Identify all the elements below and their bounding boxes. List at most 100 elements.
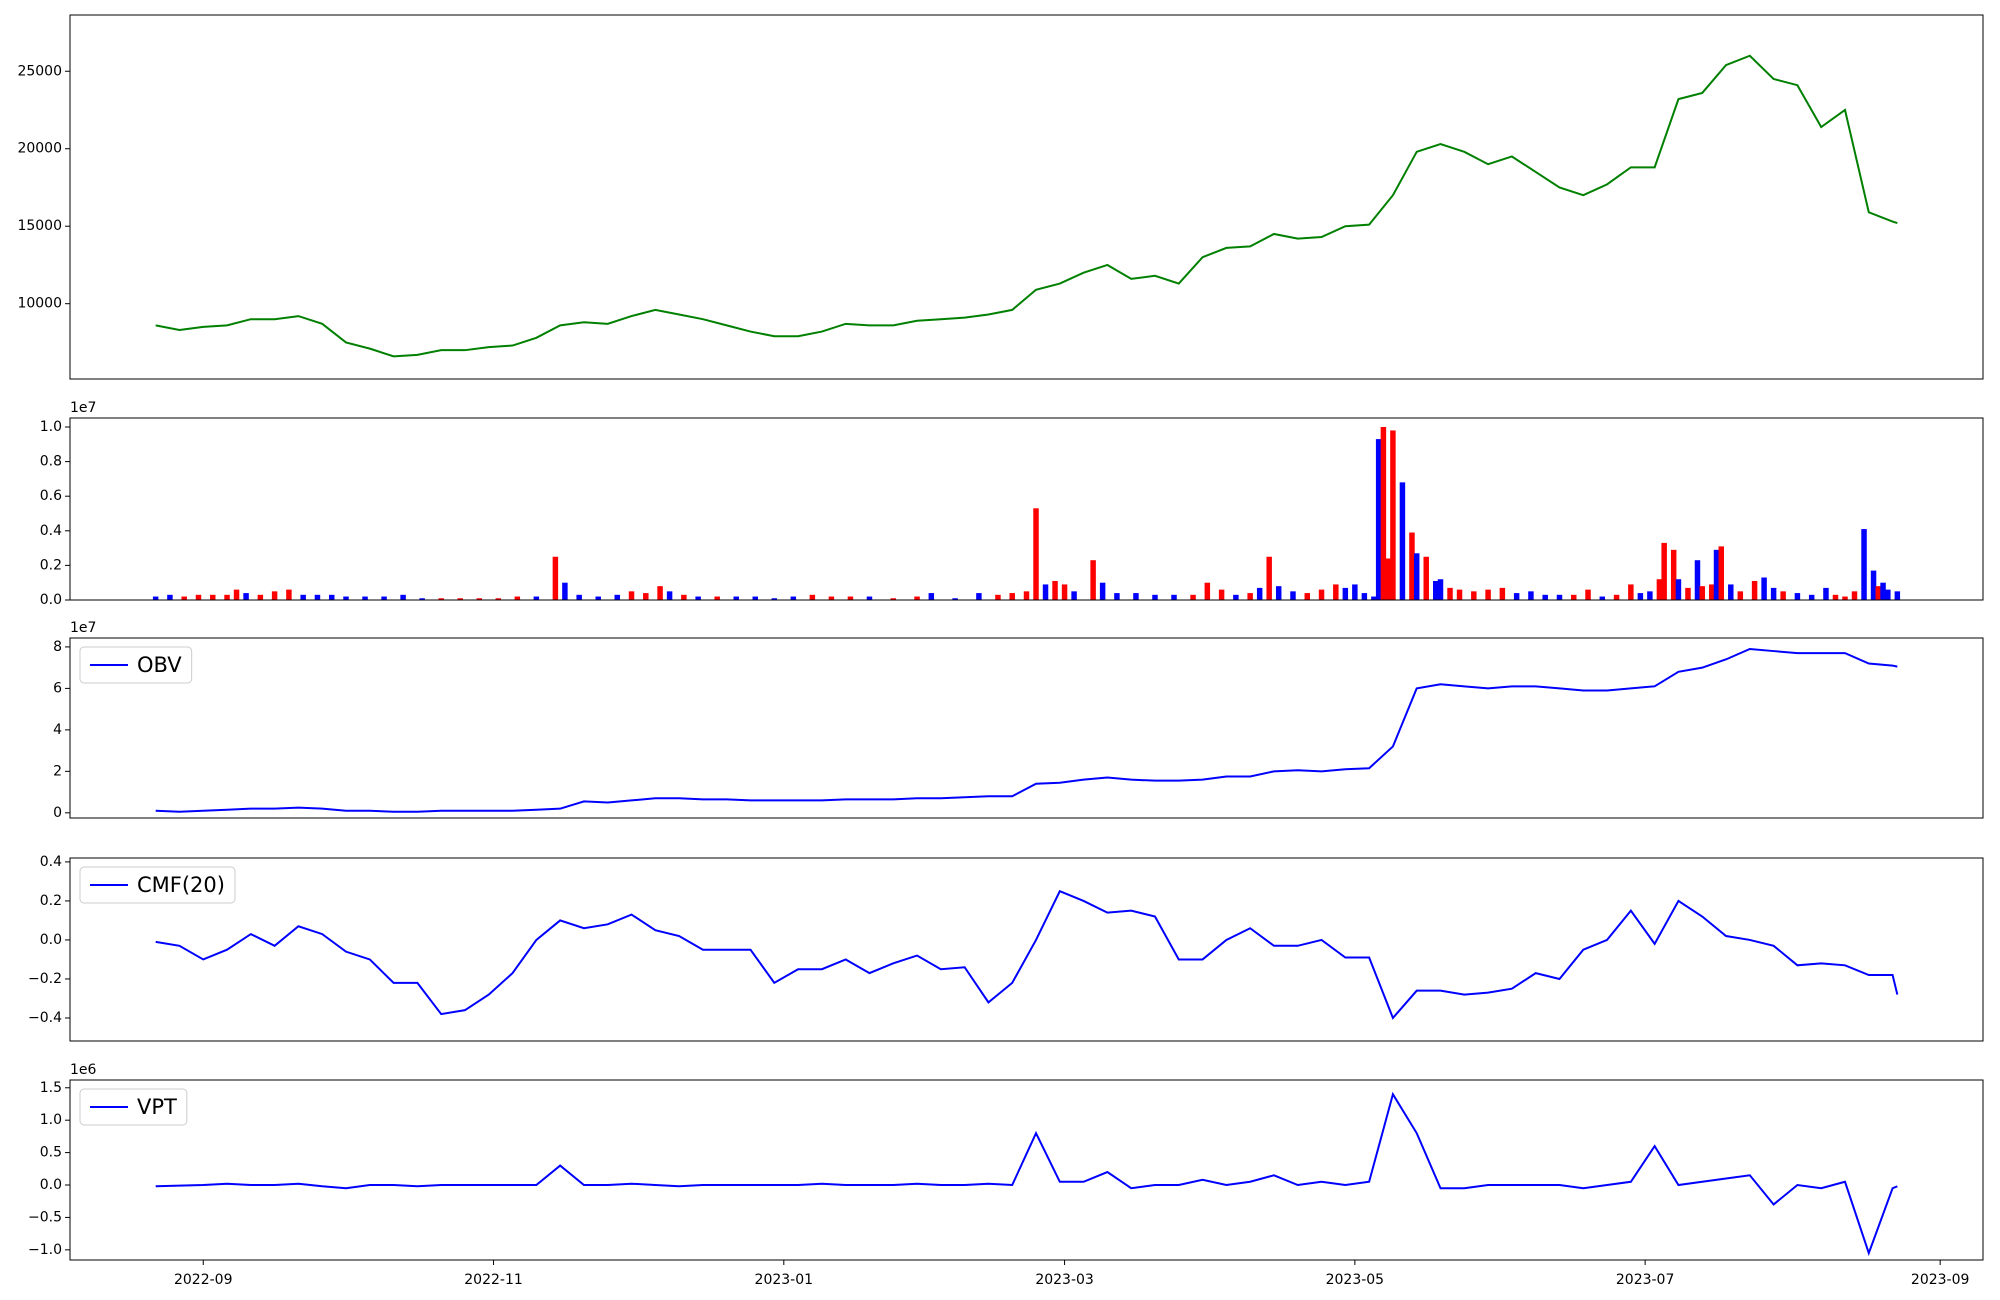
volume-bar xyxy=(1114,593,1120,600)
volume-bar xyxy=(271,591,278,600)
volume-bar xyxy=(1275,586,1282,600)
y-tick-label: 1.5 xyxy=(40,1080,62,1096)
volume-bar xyxy=(1571,594,1577,600)
y-tick-label: 2 xyxy=(53,763,62,779)
axes-frame xyxy=(69,857,1984,1042)
volume-bar xyxy=(1190,594,1196,600)
volume-bar xyxy=(995,594,1001,600)
volume-bar xyxy=(1670,549,1677,600)
offset-label: 1e7 xyxy=(70,400,96,416)
volume-bar xyxy=(752,596,758,600)
volume-bar xyxy=(362,596,368,600)
volume-bar xyxy=(1266,556,1272,600)
volume-bar xyxy=(1861,529,1867,600)
offset-label: 1e6 xyxy=(70,1062,97,1078)
volume-bar xyxy=(1071,591,1077,600)
volume-bar xyxy=(1390,430,1396,600)
volume-bar xyxy=(1423,556,1429,600)
volume-bar xyxy=(1023,591,1030,600)
axes-frame xyxy=(69,14,1984,380)
subplot: −0.4 −0.2 0.0 0.2 0.4 CMF(20) xyxy=(28,854,1984,1042)
volume-bar xyxy=(438,598,444,600)
volume-bar xyxy=(1447,587,1453,600)
volume-bar xyxy=(790,596,797,600)
volume-bar xyxy=(400,594,406,600)
volume-bar xyxy=(1152,594,1158,600)
legend: OBV xyxy=(79,646,193,684)
legend-box xyxy=(79,646,193,684)
y-tick-label: 15000 xyxy=(17,218,62,234)
volume-bar xyxy=(1770,587,1777,600)
volume-bar xyxy=(1499,587,1506,600)
volume-bar xyxy=(1709,584,1715,600)
volume-bar xyxy=(1413,553,1420,600)
volume-bar xyxy=(1751,580,1758,600)
subplot: 0 2 4 6 8 1e7 OBV xyxy=(53,620,1984,821)
volume-bar xyxy=(643,593,649,600)
volume-bar xyxy=(952,598,958,600)
volume-bar xyxy=(286,589,292,600)
y-tick-label: 0.0 xyxy=(40,932,62,948)
volume-bar xyxy=(1352,584,1358,600)
volume-bar xyxy=(300,594,306,600)
volume-bar xyxy=(1304,593,1310,600)
volume-bar xyxy=(1256,587,1263,600)
volume-bar xyxy=(1808,594,1815,600)
y-tick-label: 0.5 xyxy=(40,1145,62,1161)
volume-bar xyxy=(1737,591,1744,600)
volume-bar xyxy=(914,596,920,600)
volume-bar xyxy=(1133,593,1139,600)
volume-bar xyxy=(1851,591,1858,600)
volume-bar xyxy=(1794,593,1801,600)
axes-frame xyxy=(69,637,1984,819)
volume-bar xyxy=(576,594,582,600)
volume-bar xyxy=(1061,584,1068,600)
volume-bar xyxy=(152,596,159,600)
volume-bar xyxy=(1456,589,1463,600)
volume-bar xyxy=(514,596,521,600)
volume-bar xyxy=(476,598,482,600)
y-tick-label: 0 xyxy=(53,805,62,821)
volume-bar xyxy=(1761,577,1767,600)
volume-bar xyxy=(1090,560,1096,600)
volume-bar xyxy=(1832,594,1839,600)
volume-bar xyxy=(695,596,701,600)
volume-bar xyxy=(533,596,540,600)
volume-bar xyxy=(1718,546,1725,600)
volume-bar xyxy=(195,594,202,600)
volume-bar xyxy=(381,596,387,600)
volume-bar xyxy=(328,594,335,600)
x-tick-label: 2022-11 xyxy=(464,1272,523,1288)
y-tick-label: 0.8 xyxy=(40,454,62,470)
volume-bar xyxy=(809,594,816,600)
volume-bar xyxy=(1647,591,1653,600)
volume-bar xyxy=(1371,596,1377,600)
legend-box xyxy=(79,1088,188,1126)
y-tick-label: 6 xyxy=(53,680,62,696)
volume-bar xyxy=(1728,584,1734,600)
volume-bar xyxy=(1009,593,1015,600)
legend-label: CMF(20) xyxy=(137,873,225,897)
volume-bar xyxy=(1052,580,1058,600)
volume-bar xyxy=(210,594,216,600)
volume-bar xyxy=(1675,579,1682,600)
volume-bar xyxy=(1485,589,1491,600)
volume-bar xyxy=(457,598,463,600)
volume-bar xyxy=(1823,587,1829,600)
y-tick-label: −0.4 xyxy=(28,1010,62,1026)
y-tick-label: 0.4 xyxy=(40,523,62,539)
volume-bar xyxy=(1218,589,1225,600)
volume-bar xyxy=(1513,593,1520,600)
volume-bar xyxy=(1880,582,1886,600)
y-tick-label: 0.2 xyxy=(40,893,62,909)
volume-bar xyxy=(1247,593,1253,600)
y-tick-label: −0.5 xyxy=(28,1209,62,1225)
axes-frame xyxy=(69,1079,1984,1261)
volume-bar xyxy=(562,582,568,600)
volume-bar xyxy=(1033,508,1039,600)
volume-bar xyxy=(1409,532,1415,600)
volume-bar xyxy=(595,596,601,600)
volume-bar xyxy=(314,594,321,600)
volume-bar xyxy=(1713,549,1720,600)
